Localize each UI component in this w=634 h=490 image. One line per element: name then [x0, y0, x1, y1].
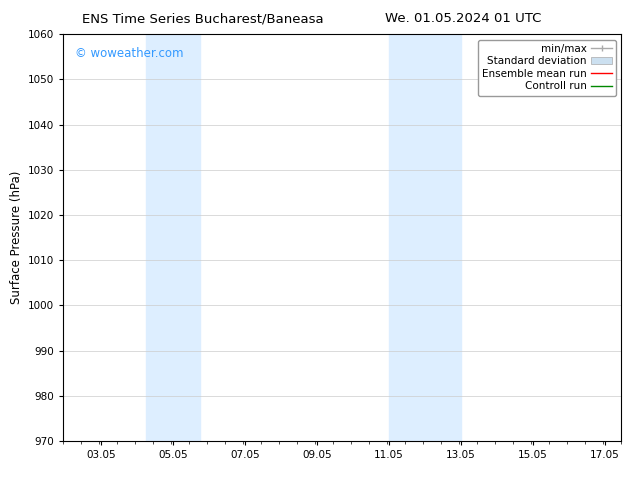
Legend: min/max, Standard deviation, Ensemble mean run, Controll run: min/max, Standard deviation, Ensemble me… — [478, 40, 616, 96]
Bar — [146, 34, 200, 441]
Text: © woweather.com: © woweather.com — [75, 47, 183, 59]
Y-axis label: Surface Pressure (hPa): Surface Pressure (hPa) — [10, 171, 23, 304]
Bar — [389, 34, 461, 441]
Text: ENS Time Series Bucharest/Baneasa: ENS Time Series Bucharest/Baneasa — [82, 12, 324, 25]
Text: We. 01.05.2024 01 UTC: We. 01.05.2024 01 UTC — [385, 12, 541, 25]
